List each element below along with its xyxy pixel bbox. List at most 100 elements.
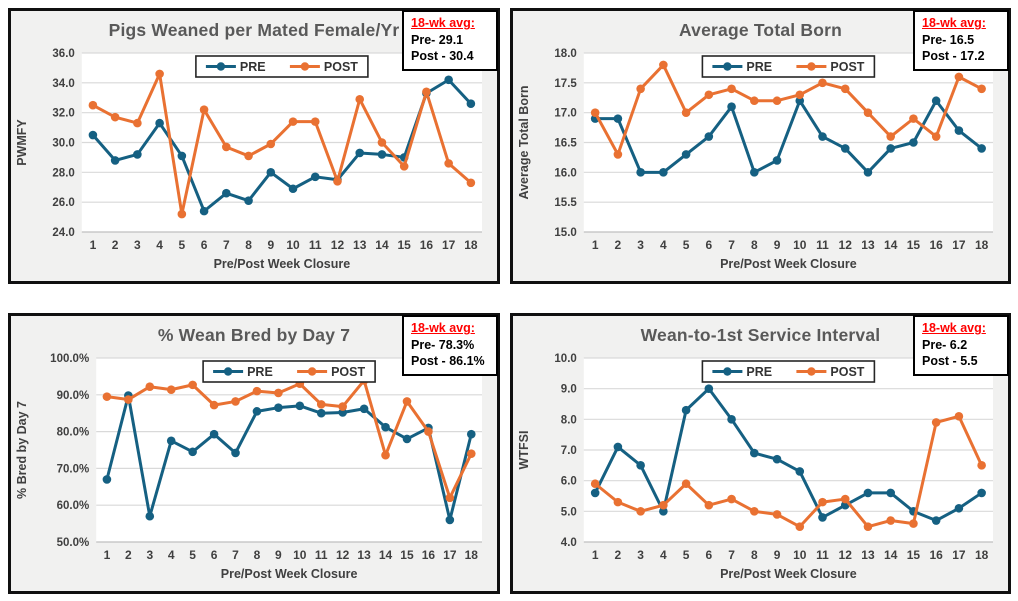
pre-marker (355, 148, 365, 158)
pre-marker (886, 488, 895, 498)
y-axis-title: WTFSI (517, 431, 531, 470)
post-marker (750, 507, 759, 516)
svg-text:16: 16 (929, 548, 943, 562)
post-marker (704, 500, 714, 510)
svg-text:100.0%: 100.0% (50, 353, 89, 365)
post-marker (333, 176, 342, 186)
post-series (590, 411, 986, 531)
pre-marker (199, 206, 209, 216)
pre-marker (266, 168, 276, 177)
avg-box-wean-to-first-service: 18-wk avg: Pre- 6.2 Post - 5.5 (913, 315, 1009, 376)
pre-marker (795, 96, 805, 106)
svg-text:17.0: 17.0 (554, 108, 576, 120)
pre-marker (636, 168, 645, 177)
svg-text:12: 12 (839, 238, 853, 252)
pre-marker (613, 114, 623, 123)
pre-marker (88, 130, 98, 140)
svg-text:17: 17 (952, 238, 966, 252)
post-marker (681, 108, 691, 117)
post-marker (288, 117, 298, 126)
post-marker (274, 388, 283, 398)
svg-text:18: 18 (975, 238, 989, 252)
post-marker (840, 494, 850, 504)
post-marker (231, 397, 240, 406)
pre-marker (316, 408, 326, 418)
post-marker (818, 78, 827, 88)
post-marker (209, 400, 219, 410)
post-marker (422, 87, 431, 97)
svg-text:15: 15 (400, 548, 414, 562)
y-axis-ticks: 24.0 26.0 28.0 30.0 32.0 34.0 36.0 (52, 48, 74, 239)
pre-legend-label: PRE (247, 365, 273, 379)
pre-marker (954, 503, 964, 513)
chart-panel-average-total-born: 18-wk avg: Pre- 16.5 Post - 17.2 Average… (510, 8, 1011, 284)
svg-text:16: 16 (929, 238, 943, 252)
pre-marker (659, 507, 668, 516)
chart-title: Average Total Born (678, 20, 843, 40)
svg-text:7: 7 (728, 238, 735, 252)
post-marker (863, 108, 873, 117)
post-marker (177, 209, 187, 219)
svg-text:16: 16 (422, 548, 436, 562)
legend: PRE POST (195, 55, 369, 78)
post-marker (954, 72, 964, 82)
pre-marker (402, 434, 412, 444)
pre-marker (795, 467, 805, 476)
pre-marker (818, 132, 827, 141)
post-marker (977, 461, 986, 470)
svg-text:24.0: 24.0 (52, 227, 74, 239)
pre-marker (727, 415, 736, 424)
x-axis-title: Pre/Post Week Closure (214, 257, 351, 271)
svg-text:5.0: 5.0 (561, 506, 577, 518)
svg-text:34.0: 34.0 (52, 78, 74, 90)
chart-svg: 4.05.06.07.08.09.010.01 2 3 4 5 6 7 8 9 10 11 12 13 1… (517, 353, 993, 581)
legend: PRE POST (701, 55, 876, 78)
y-axis-title: Average Total Born (517, 86, 531, 200)
avg-post-value: Post - 5.5 (922, 354, 978, 368)
pre-marker (295, 401, 305, 411)
pre-marker (977, 144, 986, 153)
pre-marker (359, 404, 369, 414)
post-marker (110, 112, 120, 122)
legend: PRE POST (202, 360, 376, 383)
x-axis-title: Pre/Post Week Closure (720, 257, 857, 271)
svg-text:15.0: 15.0 (554, 227, 576, 239)
pre-marker (338, 408, 347, 417)
chart-panel-pigs-weaned: 18-wk avg: Pre- 29.1 Post - 30.4 Pigs We… (8, 8, 500, 284)
pre-marker (772, 454, 782, 464)
svg-text:7.0: 7.0 (561, 445, 577, 457)
svg-text:2: 2 (615, 548, 622, 562)
pre-marker (231, 448, 240, 458)
svg-text:11: 11 (816, 548, 829, 562)
pre-marker (288, 184, 298, 194)
svg-text:16.5: 16.5 (554, 138, 577, 150)
post-marker (310, 117, 320, 126)
pre-marker (681, 150, 691, 159)
svg-text:9.0: 9.0 (561, 384, 577, 396)
post-legend-marker-icon (300, 62, 310, 71)
post-marker (252, 386, 262, 396)
pre-legend-marker-icon (723, 62, 732, 71)
gridlines (583, 52, 993, 233)
post-legend-label: POST (331, 365, 365, 379)
post-marker (124, 395, 133, 404)
post-marker (88, 100, 98, 110)
post-marker (636, 507, 645, 516)
svg-text:3: 3 (134, 238, 141, 252)
pre-marker (772, 156, 782, 165)
legend: PRE POST (701, 360, 876, 383)
svg-text:2: 2 (615, 238, 622, 252)
post-legend-marker-icon (807, 62, 816, 71)
y-axis-title: % Bred by Day 7 (15, 401, 29, 499)
pre-marker (274, 403, 283, 412)
svg-text:17: 17 (443, 548, 457, 562)
avg-box-wean-bred-day7: 18-wk avg: Pre- 78.3% Post - 86.1% (402, 315, 498, 376)
pre-marker (931, 516, 941, 525)
pre-marker (750, 448, 759, 458)
svg-text:32.0: 32.0 (52, 108, 74, 120)
line-chart-wean-to-first-service: 4.0 5.0 6.0 7.0 8.0 9.0 10.0 1 2 3 4 5 6 7 8 9 10 11 12 13 1… (515, 351, 1006, 588)
svg-text:12: 12 (839, 548, 853, 562)
svg-text:6: 6 (705, 548, 712, 562)
x-axis-ticks: 1 2 3 4 5 6 7 8 9 10 11 12 13 14 15 16 17 18 (592, 548, 989, 562)
svg-text:5: 5 (179, 238, 186, 252)
